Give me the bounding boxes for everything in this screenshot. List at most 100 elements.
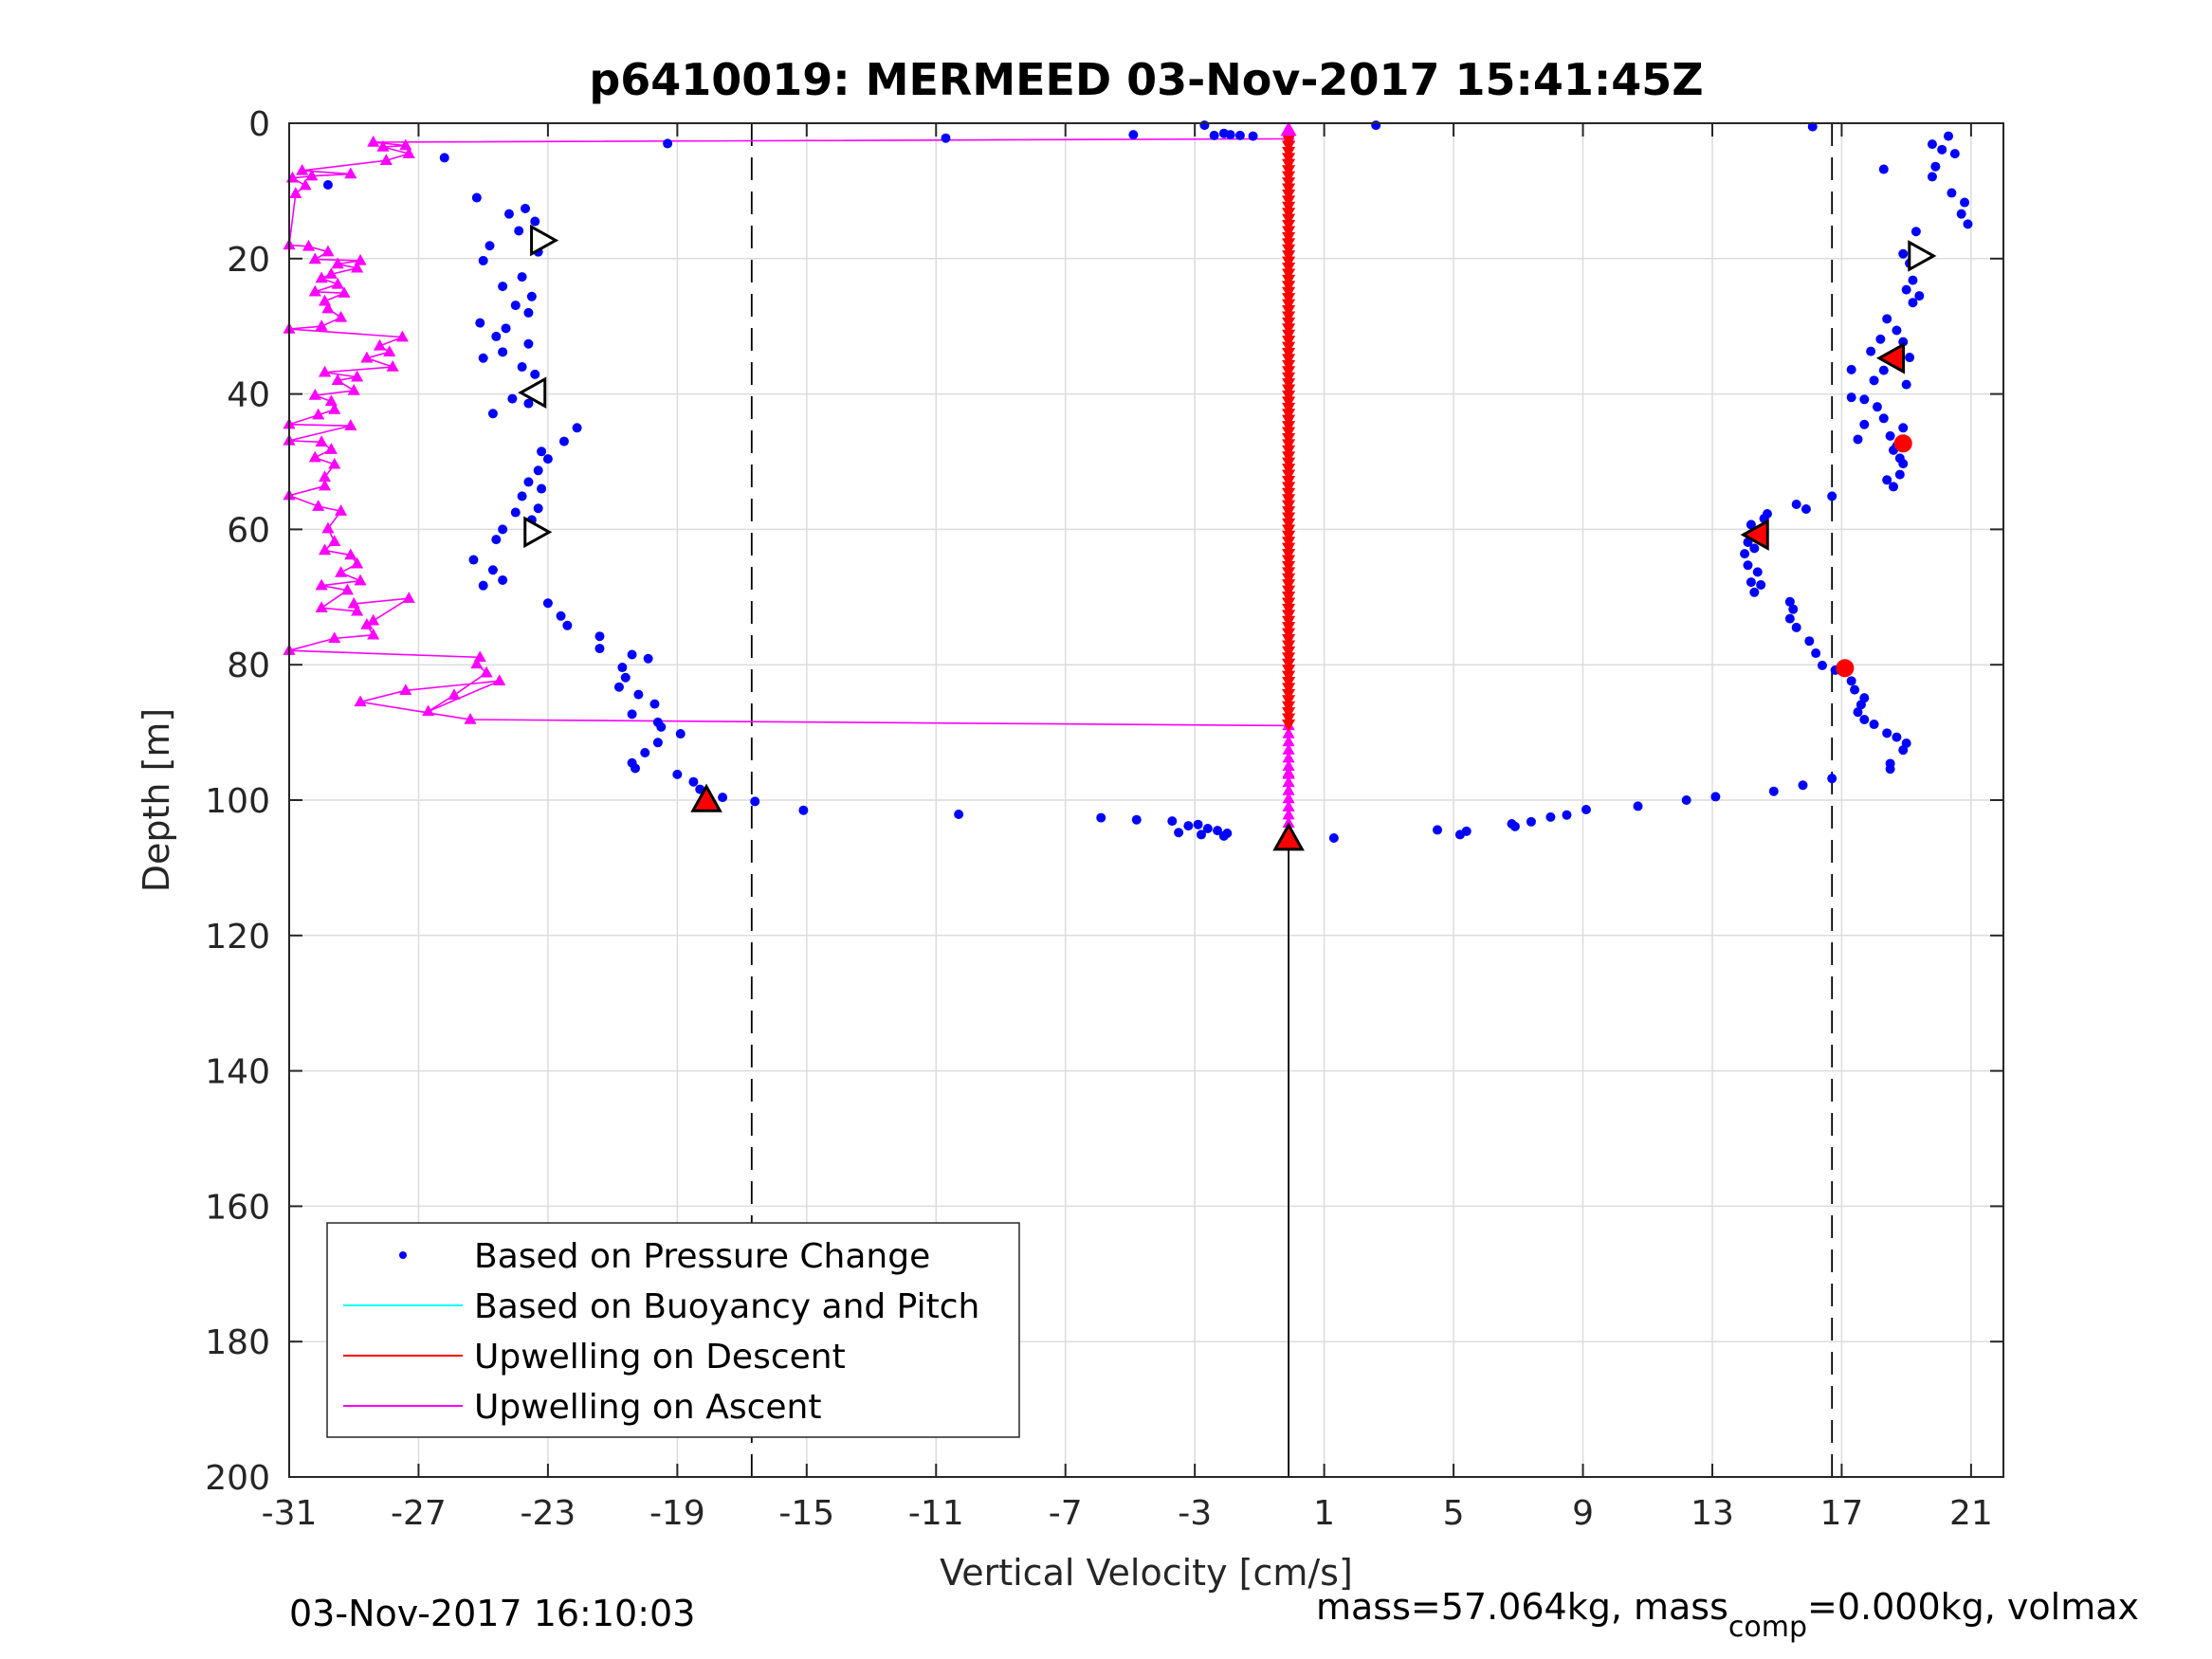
descent-point <box>1282 189 1296 202</box>
event-marker-triangle <box>523 516 553 549</box>
pressure-point <box>1908 298 1918 308</box>
ascent-point <box>335 566 348 577</box>
pressure-point <box>1866 346 1876 356</box>
descent-point <box>1282 549 1296 561</box>
descent-point <box>1282 409 1296 421</box>
pressure-point <box>1509 821 1520 831</box>
descent-point <box>1282 244 1296 257</box>
descent-point <box>1282 652 1296 665</box>
x-tick-label: -11 <box>908 1494 964 1533</box>
descent-point <box>1282 299 1296 312</box>
y-tick-label: 60 <box>227 511 270 550</box>
pressure-point <box>1937 144 1947 155</box>
ascent-point <box>347 596 360 609</box>
pressure-point <box>530 369 540 379</box>
pressure-point <box>652 738 663 748</box>
ascent-point <box>367 628 380 640</box>
pressure-point <box>501 323 511 334</box>
descent-point <box>1282 384 1296 397</box>
pressure-point <box>649 699 660 709</box>
descent-point <box>1282 359 1296 373</box>
descent-point <box>1282 396 1296 409</box>
ascent-point <box>448 688 461 701</box>
descent-point <box>1282 421 1296 433</box>
descent-point <box>1282 542 1296 556</box>
descent-point <box>1282 256 1296 269</box>
pressure-point <box>954 809 964 819</box>
pressure-point <box>1898 459 1909 469</box>
descent-point <box>1282 439 1296 451</box>
descent-point <box>1282 494 1296 506</box>
ascent-point <box>321 521 335 534</box>
pressure-point <box>1209 130 1219 140</box>
pressure-point <box>1461 826 1472 836</box>
x-tick-label: -31 <box>262 1494 318 1533</box>
descent-point <box>1282 347 1296 360</box>
descent-point <box>1282 658 1296 671</box>
ascent-point <box>473 650 486 663</box>
descent-point <box>1282 341 1296 355</box>
descent-point <box>1282 140 1296 154</box>
ascent-point <box>344 548 357 560</box>
ascent-point <box>480 665 493 678</box>
descent-point <box>1282 329 1296 342</box>
pressure-point <box>322 179 333 190</box>
pressure-point <box>1869 720 1879 730</box>
pressure-point <box>517 272 527 283</box>
descent-point <box>1282 518 1296 531</box>
pressure-point <box>1801 503 1811 514</box>
y-tick-label: 160 <box>205 1188 270 1227</box>
legend-label-buoyancy: Based on Buoyancy and Pitch <box>474 1287 979 1326</box>
descent-point <box>1282 524 1296 537</box>
descent-point <box>1282 250 1296 263</box>
pressure-point <box>1914 291 1925 301</box>
ascent-point <box>470 657 484 669</box>
pressure-point <box>688 776 699 787</box>
event-markers <box>518 224 1937 851</box>
pressure-point <box>627 649 637 660</box>
pressure-point <box>594 644 605 654</box>
pressure-point <box>1798 780 1808 791</box>
descent-point <box>1282 372 1296 385</box>
legend-label-ascent: Upwelling on Ascent <box>474 1388 821 1427</box>
pressure-point <box>562 620 573 630</box>
pressure-point <box>594 631 605 642</box>
chart-title: p6410019: MERMEED 03-Nov-2017 15:41:45Z <box>589 54 1703 105</box>
footer-mass-prefix: mass=57.064kg, mass <box>1316 1586 1728 1628</box>
pressure-point <box>1869 375 1879 386</box>
descent-point <box>1282 165 1296 177</box>
pressure-point <box>478 255 488 265</box>
pressure-point <box>1947 188 1957 198</box>
descent-point <box>1282 366 1296 378</box>
pressure-point <box>1804 636 1815 647</box>
pressure-point <box>1878 164 1889 174</box>
pressure-point <box>631 763 641 774</box>
pressure-point <box>1901 379 1911 390</box>
ascent-point <box>395 330 409 342</box>
ascent-point <box>373 338 387 351</box>
pressure-point <box>491 535 502 545</box>
pressure-point <box>633 689 644 700</box>
pressure-point <box>503 209 514 219</box>
axis-ticks: -31 -27 -23 -19 -15 -11 -7 -3 1 5 9 13 17 21020406080… <box>205 105 2003 1533</box>
descent-point <box>1282 512 1296 525</box>
ascent-point <box>347 384 360 395</box>
pressure-point <box>1859 419 1870 429</box>
x-tick-label: -27 <box>391 1494 447 1533</box>
pressure-point <box>556 611 566 621</box>
pressure-point <box>941 133 951 143</box>
pressure-point <box>484 241 495 251</box>
descent-point <box>1282 597 1296 611</box>
ascent-point <box>328 402 341 414</box>
pressure-point <box>1193 819 1203 830</box>
pressure-point <box>498 574 508 585</box>
pressure-point <box>1174 828 1184 838</box>
pressure-point <box>617 663 628 673</box>
descent-point <box>1282 354 1296 366</box>
ascent-point <box>318 365 332 377</box>
pressure-point <box>627 709 637 720</box>
pressure-point <box>1850 684 1860 695</box>
ascent-point <box>315 271 328 283</box>
pressure-point <box>526 291 537 301</box>
event-marker-triangle <box>1875 341 1906 374</box>
